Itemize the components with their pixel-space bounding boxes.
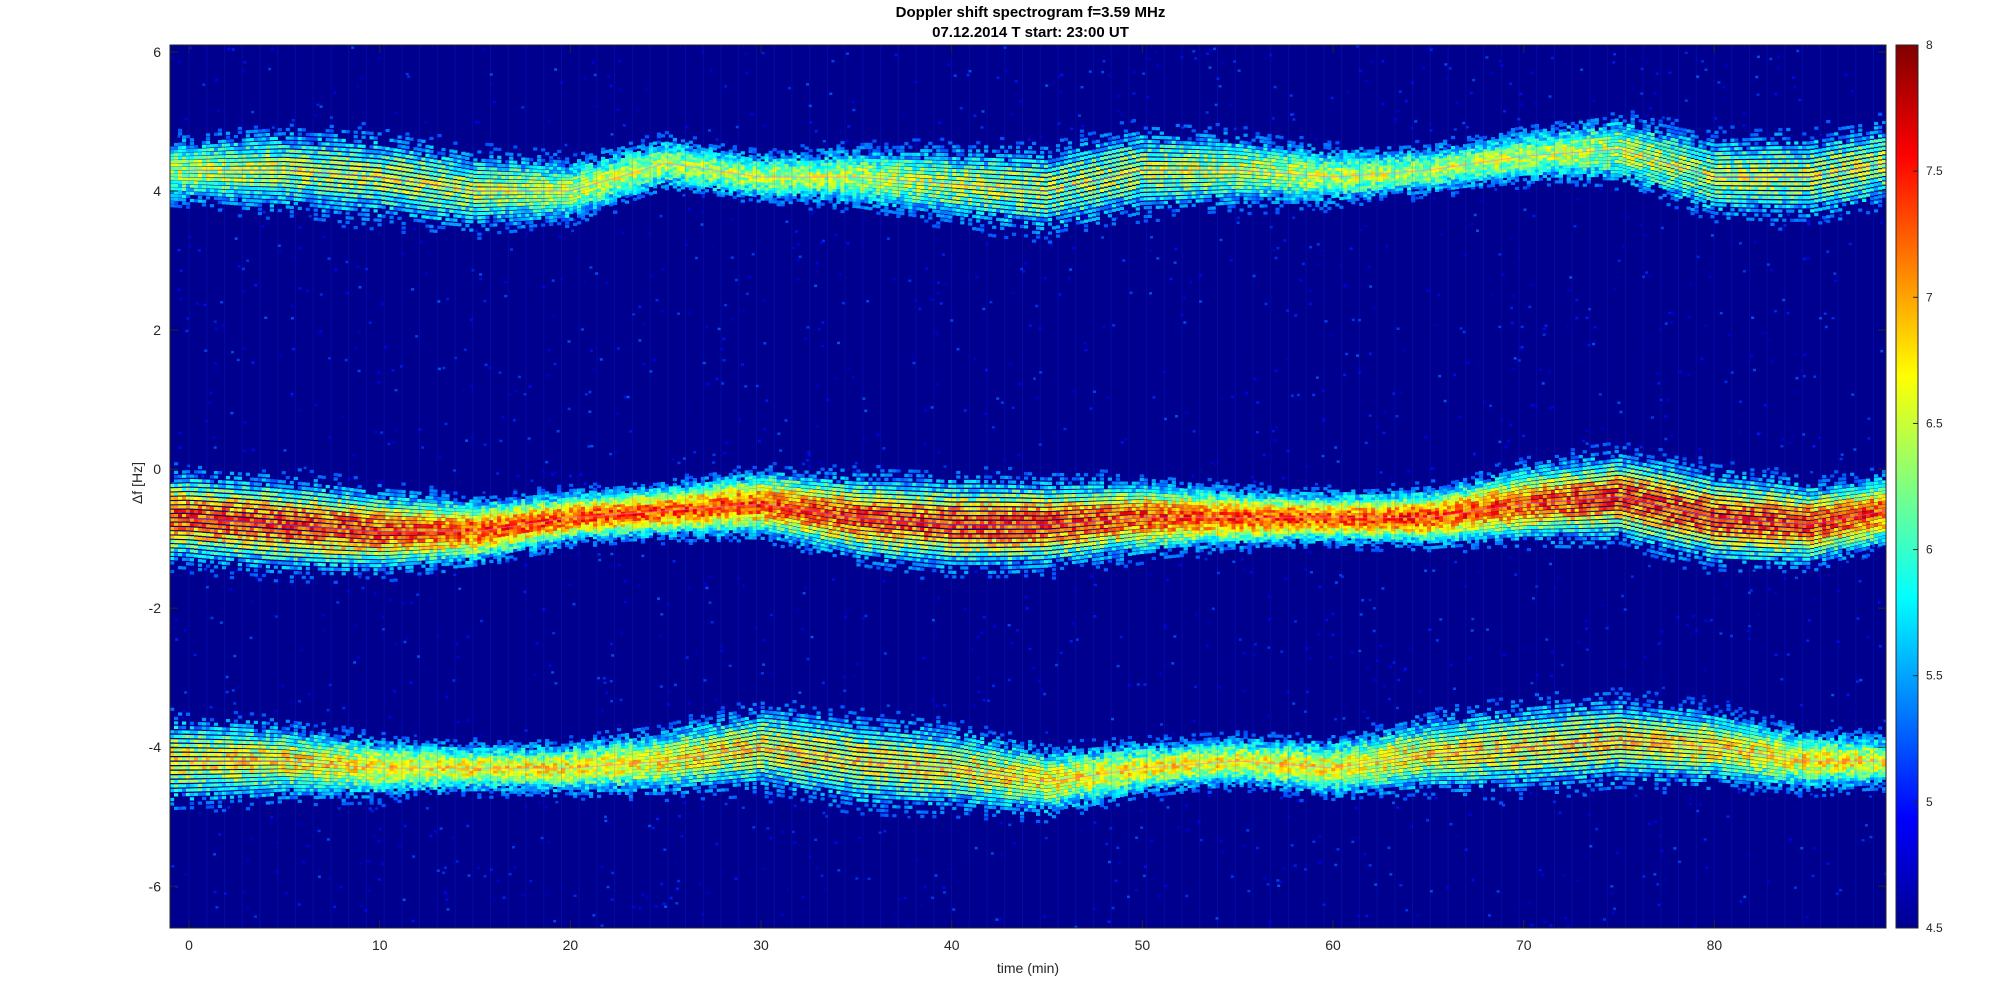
- colorbar-tick-label: 8: [1926, 38, 1933, 52]
- x-tick-label: 20: [563, 937, 579, 953]
- colorbar-tick-label: 5.5: [1926, 669, 1943, 683]
- x-tick-label: 10: [372, 937, 388, 953]
- colorbar-tick-label: 5: [1926, 795, 1933, 809]
- x-tick-label: 70: [1516, 937, 1532, 953]
- x-tick-label: 30: [753, 937, 769, 953]
- colorbar-tick-label: 7.5: [1926, 164, 1943, 178]
- colorbar-tick-label: 7: [1926, 290, 1933, 304]
- x-tick-label: 50: [1135, 937, 1151, 953]
- y-axis-label: Δf [Hz]: [129, 462, 145, 504]
- x-tick-label: 0: [185, 937, 193, 953]
- y-tick-label: 6: [153, 44, 161, 60]
- colorbar: [1896, 45, 1918, 928]
- colorbar-tick-label: 4.5: [1926, 921, 1943, 935]
- y-tick-label: -4: [149, 739, 162, 755]
- colorbar-tick-label: 6.5: [1926, 416, 1943, 430]
- y-tick-label: -6: [149, 878, 162, 894]
- x-axis-label: time (min): [997, 960, 1059, 976]
- y-tick-label: 0: [153, 461, 161, 477]
- x-tick-label: 60: [1325, 937, 1341, 953]
- y-tick-label: 4: [153, 183, 161, 199]
- colorbar-tick-label: 6: [1926, 543, 1933, 557]
- y-tick-label: 2: [153, 322, 161, 338]
- x-tick-label: 40: [944, 937, 960, 953]
- x-tick-label: 80: [1707, 937, 1723, 953]
- y-tick-label: -2: [149, 600, 162, 616]
